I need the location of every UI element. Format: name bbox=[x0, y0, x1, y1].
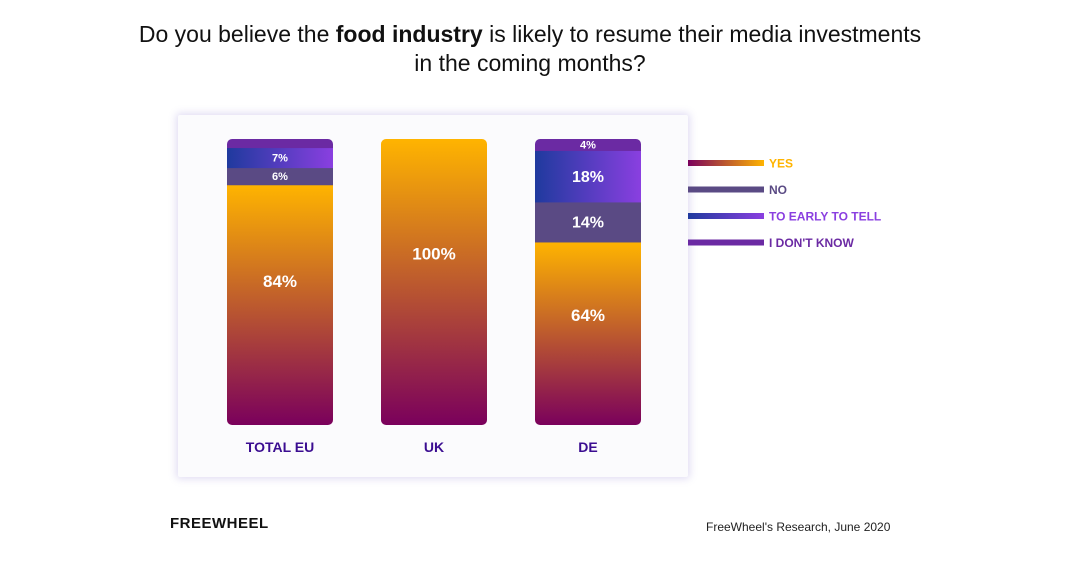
legend: YES NO TO EARLY TO TELL I DON'T KNOW bbox=[688, 157, 881, 250]
category-label-de: DE bbox=[578, 439, 597, 455]
data-label-dont-know-de: 4% bbox=[580, 140, 596, 152]
bar-segment-no-de bbox=[535, 201, 641, 243]
legend-label-too-early: TO EARLY TO TELL bbox=[769, 210, 881, 224]
bar-segment-dont-know-total-eu bbox=[227, 139, 333, 149]
category-label-uk: UK bbox=[424, 439, 444, 455]
bar-segment-yes-uk bbox=[381, 139, 487, 425]
bar-segment-dont-know-de bbox=[535, 139, 641, 151]
bar-group-total-eu: 84% 6% 7% TOTAL EU bbox=[227, 139, 333, 455]
bar-segment-yes-total-eu bbox=[227, 184, 333, 425]
legend-label-no: NO bbox=[769, 183, 787, 197]
data-label-no-total-eu: 6% bbox=[272, 171, 288, 183]
bar-segment-too-early-total-eu bbox=[227, 147, 333, 169]
bar-group-uk: 100% UK bbox=[381, 139, 487, 455]
legend-item-dont-know: I DON'T KNOW bbox=[688, 236, 855, 250]
bar-segment-too-early-de bbox=[535, 150, 641, 203]
freewheel-logo: FREEWHEEL bbox=[170, 515, 269, 532]
bar-group-de: 64% 14% 18% 4% DE bbox=[535, 139, 641, 455]
data-label-yes-de: 64% bbox=[571, 306, 605, 325]
legend-swatch-dont-know bbox=[688, 239, 764, 246]
data-label-no-de: 14% bbox=[572, 215, 604, 232]
title-text-bold: food industry bbox=[335, 21, 483, 47]
legend-item-no: NO bbox=[688, 183, 787, 197]
legend-label-yes: YES bbox=[769, 157, 793, 171]
data-label-too-early-total-eu: 7% bbox=[272, 153, 288, 165]
bar-segment-no-total-eu bbox=[227, 167, 333, 186]
title-text-end: is likely to resume their media investme… bbox=[414, 21, 922, 76]
legend-item-too-early: TO EARLY TO TELL bbox=[688, 210, 881, 224]
source-note: FreeWheel's Research, June 2020 bbox=[706, 520, 891, 534]
data-label-too-early-de: 18% bbox=[572, 169, 604, 186]
data-label-yes-total-eu: 84% bbox=[263, 272, 297, 291]
legend-swatch-yes bbox=[688, 160, 764, 166]
data-label-yes-uk: 100% bbox=[412, 244, 455, 263]
legend-swatch-too-early bbox=[688, 213, 764, 219]
title-text-start: Do you believe the bbox=[138, 21, 336, 47]
bar-segment-yes-de bbox=[535, 241, 641, 425]
legend-swatch-no bbox=[688, 186, 764, 193]
category-label-total-eu: TOTAL EU bbox=[246, 439, 314, 455]
bars-layer: 84% 6% 7% TOTAL EU 100% UK 64% 14% 18% 4% DE bbox=[227, 139, 641, 455]
chart-title: Do you believe the food industry is like… bbox=[130, 20, 930, 78]
legend-item-yes: YES bbox=[688, 157, 793, 171]
legend-label-dont-know: I DON'T KNOW bbox=[769, 236, 855, 250]
